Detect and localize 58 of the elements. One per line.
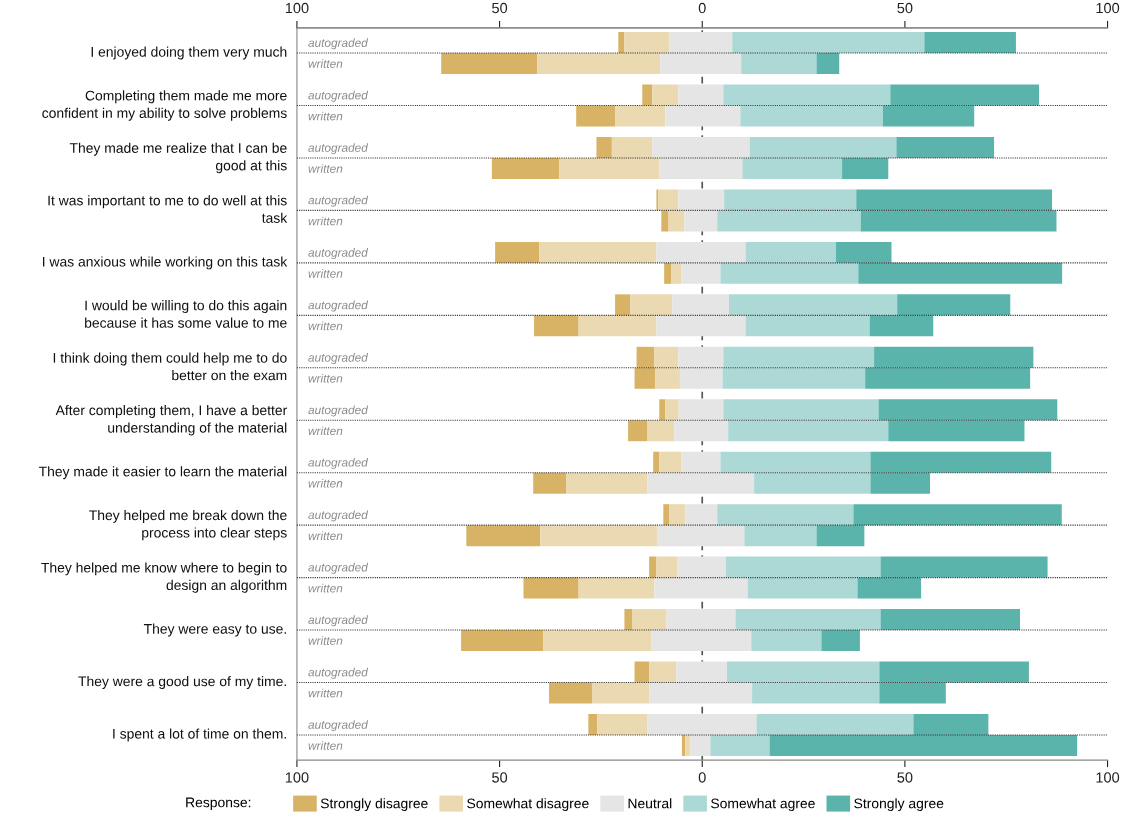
y-tick-label: autograded	[308, 248, 369, 260]
y-tick-label: autograded	[308, 562, 369, 574]
y-tick-label: autograded	[308, 615, 369, 627]
legend-label: Strongly disagree	[320, 798, 428, 812]
text: I spent a lot of time on them.	[113, 728, 286, 742]
text: They made it easier to learn the material	[38, 466, 287, 480]
y-tick-label: written	[308, 216, 343, 226]
text: I enjoyed doing them very much	[91, 46, 287, 60]
x2-tick-label: 0	[698, 2, 706, 14]
text: After completing them, I have a better understanding of the material	[55, 405, 287, 436]
legend-label: Somewhat disagree	[467, 798, 589, 812]
text: Completing them made me more confident in my ability to solve problems	[42, 90, 287, 121]
y-tick-label: written	[308, 269, 343, 278]
text: They were easy to use.	[143, 623, 286, 637]
x-tick-label: 100	[1096, 772, 1120, 783]
x-tick-label: 50	[897, 772, 913, 783]
y-tick-label: written	[308, 59, 343, 68]
legend-label: Somewhat agree	[711, 798, 815, 812]
text: They helped me break down the process into clear steps	[89, 509, 287, 541]
text: It was important to me to do well at this task	[48, 195, 288, 223]
x2-tick-label: 50	[897, 2, 913, 14]
text: They were a good use of my time.	[78, 676, 286, 689]
y-tick-label: autograded	[308, 300, 369, 312]
y-tick-label: autograded	[308, 720, 369, 732]
text: I was anxious while working on this task	[43, 256, 288, 270]
y-tick-label: written	[308, 636, 343, 645]
legend-label: Neutral	[628, 798, 672, 809]
y-tick-label: written	[308, 741, 343, 750]
x-tick-label: 0	[698, 772, 706, 783]
y-tick-label: autograded	[308, 195, 369, 207]
y-tick-label: written	[308, 321, 343, 331]
y-tick-label: autograded	[308, 667, 369, 679]
y-tick-label: written	[308, 478, 343, 488]
y-tick-label: autograded	[308, 38, 369, 50]
x2-tick-label: 100	[1096, 2, 1120, 14]
y-tick-label: written	[308, 531, 343, 541]
y-tick-label: written	[308, 111, 343, 121]
y-tick-label: autograded	[308, 353, 369, 365]
text: I would be willing to do this again because it has some value to me	[85, 300, 287, 328]
y-tick-label: autograded	[308, 457, 369, 469]
y-tick-label: written	[308, 426, 343, 436]
y-tick-label: written	[308, 374, 343, 383]
y-tick-label: written	[308, 164, 343, 173]
y-tick-label: autograded	[308, 143, 369, 155]
x-tick-label: 100	[285, 772, 309, 783]
x2-tick-label: 100	[285, 2, 309, 14]
y-tick-label: autograded	[308, 90, 369, 102]
legend-title: Response:	[186, 797, 251, 811]
x-tick-label: 50	[492, 772, 508, 783]
y-tick-label: written	[308, 688, 343, 698]
x2-tick-label: 50	[492, 2, 508, 14]
y-tick-label: autograded	[308, 510, 369, 522]
y-tick-label: autograded	[308, 405, 369, 417]
text: I think doing them could help me to do better on the exam	[53, 352, 287, 381]
text: They helped me know where to begin to design an algorithm	[41, 562, 287, 593]
text: They made me realize that I can be good at this	[69, 142, 287, 174]
legend-label: Strongly agree	[854, 798, 944, 812]
y-tick-label: written	[308, 583, 343, 593]
